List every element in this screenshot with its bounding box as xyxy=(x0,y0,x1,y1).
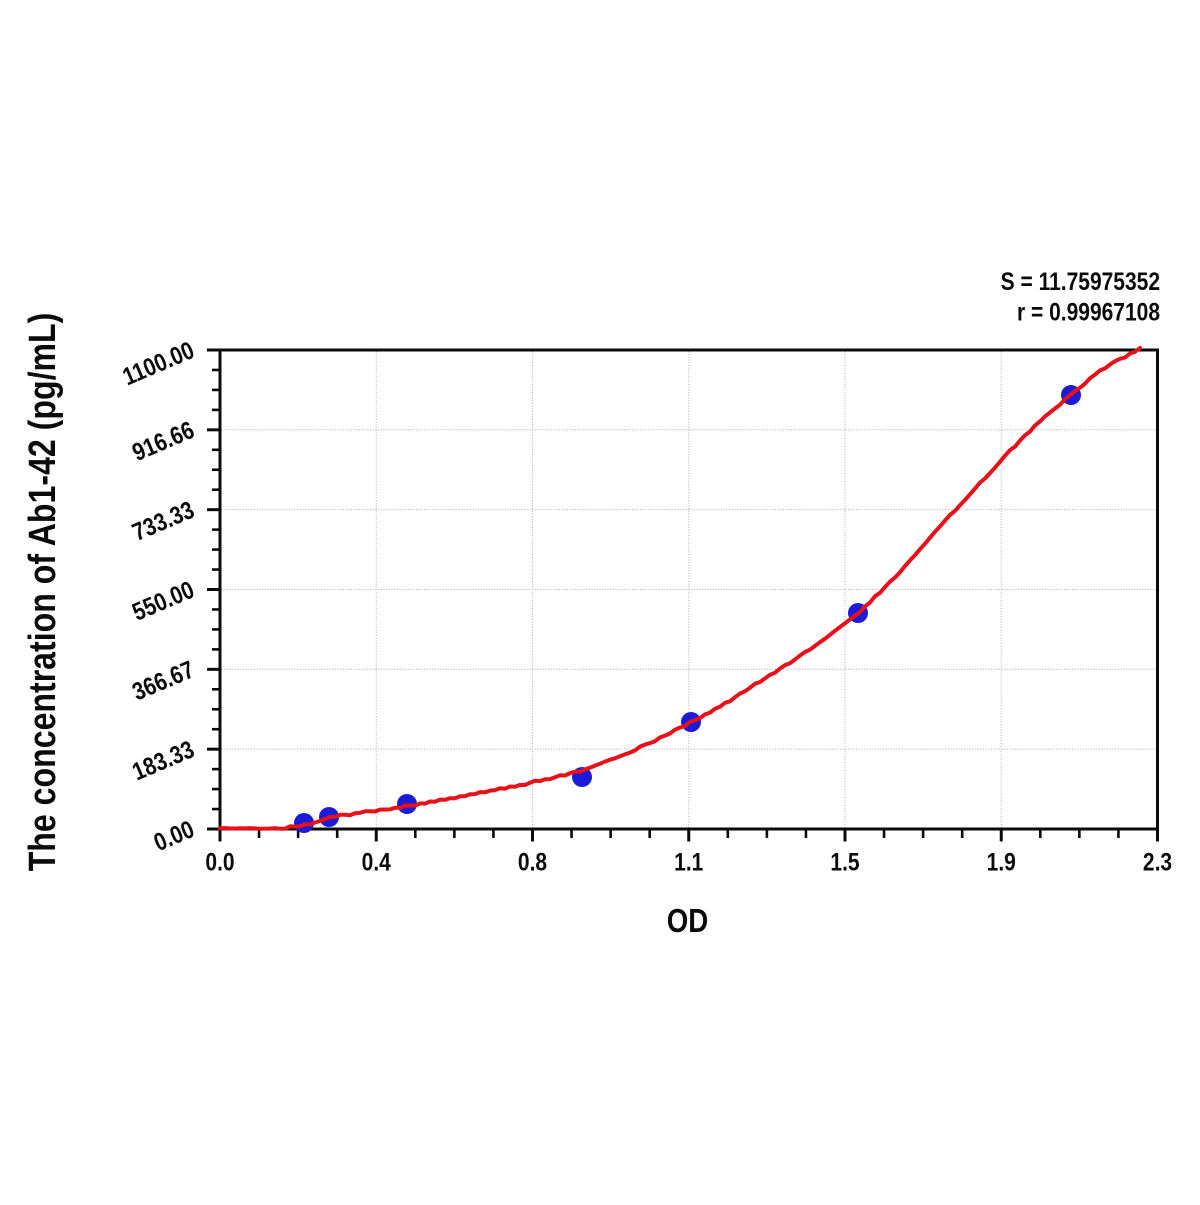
svg-text:0.8: 0.8 xyxy=(518,848,547,876)
svg-text:1.5: 1.5 xyxy=(830,848,859,876)
svg-text:0.0: 0.0 xyxy=(205,848,234,876)
svg-text:r = 0.99967108: r = 0.99967108 xyxy=(1017,298,1160,326)
svg-text:2.3: 2.3 xyxy=(1143,848,1172,876)
svg-text:1.9: 1.9 xyxy=(987,848,1016,876)
svg-text:S = 11.75975352: S = 11.75975352 xyxy=(1001,267,1160,295)
svg-text:0.4: 0.4 xyxy=(362,848,391,876)
svg-text:OD: OD xyxy=(667,903,709,940)
svg-text:1.1: 1.1 xyxy=(674,848,703,876)
svg-text:The concentration of Ab1-42 (p: The concentration of Ab1-42 (pg/mL) xyxy=(21,313,63,872)
